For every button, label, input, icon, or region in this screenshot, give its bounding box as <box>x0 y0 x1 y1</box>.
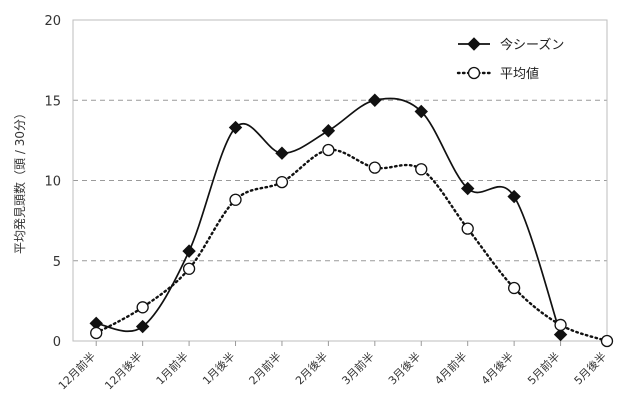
series-1-point <box>414 104 428 119</box>
series-2-point <box>322 143 335 157</box>
y-tick-label: 10 <box>44 175 61 190</box>
x-tick-label: 2月前半 <box>246 349 284 387</box>
series-2-point <box>507 281 521 295</box>
x-tick-label: 12月後半 <box>102 349 145 392</box>
series-2-point <box>182 262 196 275</box>
series-2-point <box>136 301 149 314</box>
series-1-point <box>228 120 243 135</box>
y-tick-label: 15 <box>44 94 61 109</box>
series-2-point <box>600 334 614 348</box>
series-2-point <box>368 161 381 174</box>
series-2-point <box>415 163 428 176</box>
x-tick-label: 2月後半 <box>292 349 330 387</box>
x-tick-label: 3月前半 <box>339 349 377 387</box>
y-tick-label: 20 <box>44 14 61 29</box>
x-tick-label: 12月前半 <box>55 349 98 392</box>
series-2-point <box>554 318 567 332</box>
series-2-point <box>275 175 289 189</box>
legend-label-2: 平均値 <box>500 66 539 82</box>
y-tick-label: 0 <box>53 335 61 350</box>
legend-label-1: 今シーズン <box>500 37 564 53</box>
x-tick-label: 4月後半 <box>478 349 516 387</box>
x-tick-label: 3月後半 <box>385 349 423 387</box>
x-tick-label: 1月前半 <box>153 349 191 387</box>
y-axis-label: 平均発見頭数（頭 / 30分） <box>12 107 27 254</box>
y-tick-label: 5 <box>53 255 61 270</box>
series-1-point <box>507 189 521 204</box>
series-1-point <box>321 124 336 138</box>
series-1-point <box>460 181 475 196</box>
series-1-point <box>135 319 150 334</box>
series-2-point <box>229 193 242 206</box>
gridlines <box>73 99 607 262</box>
legend-marker-1 <box>467 37 481 51</box>
series-group <box>89 93 614 348</box>
series-2-point <box>90 326 103 340</box>
x-tick-label: 5月前半 <box>525 349 563 387</box>
series-1-point <box>368 93 382 107</box>
x-tick-label: 4月前半 <box>432 349 470 387</box>
plot-frame <box>72 19 608 342</box>
series-1-point <box>553 327 568 342</box>
series-2-point <box>461 222 474 235</box>
x-tick-label: 1月後半 <box>199 349 237 387</box>
x-tick-label: 5月後半 <box>571 349 609 387</box>
series-1-point <box>275 146 289 160</box>
legend-marker-2 <box>467 66 481 80</box>
series-line-2 <box>95 148 609 343</box>
series-1-point <box>182 244 196 258</box>
